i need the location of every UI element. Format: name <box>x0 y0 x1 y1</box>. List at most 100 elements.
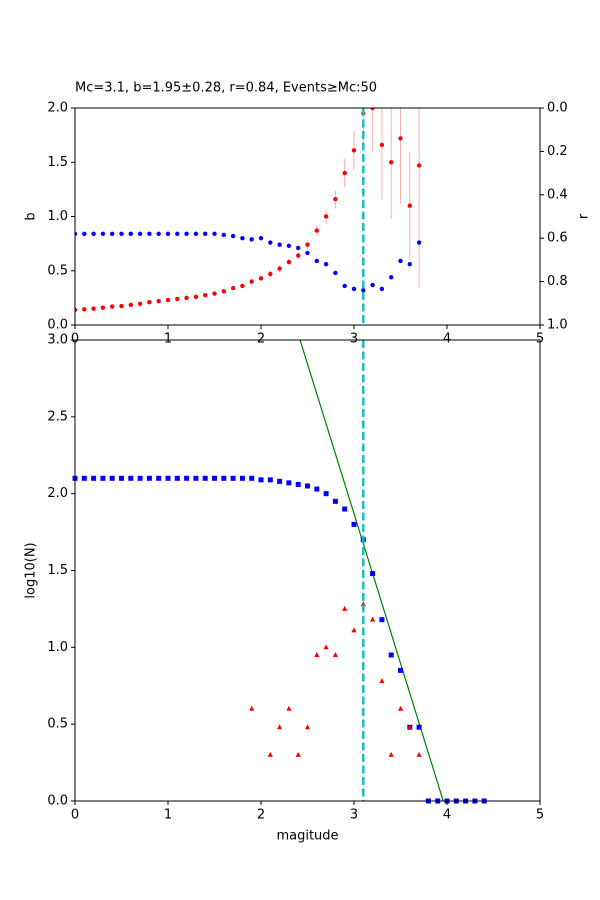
point <box>389 275 394 280</box>
point <box>110 304 115 309</box>
point <box>221 232 226 238</box>
point <box>379 142 385 148</box>
y-tick-label: 2.0 <box>47 486 68 501</box>
triangle-point <box>416 751 422 757</box>
axes-frame <box>74 107 541 326</box>
square-point <box>398 667 403 673</box>
square-point <box>267 477 273 483</box>
y-tick-label: 0.0 <box>47 318 68 333</box>
point <box>119 231 124 237</box>
point <box>165 297 171 303</box>
square-point <box>295 481 301 487</box>
y-axis-label: b <box>24 212 39 220</box>
x-tick-label: 3 <box>350 332 358 347</box>
point <box>333 196 338 202</box>
point <box>193 231 199 237</box>
point <box>137 231 143 237</box>
square-point <box>370 571 376 577</box>
triangle-point <box>351 627 357 633</box>
y-tick-label: 0.0 <box>47 794 68 809</box>
square-point <box>212 475 217 481</box>
point <box>82 307 87 312</box>
triangle-point <box>286 705 292 711</box>
point <box>398 136 403 141</box>
y-tick-label: 1.5 <box>47 563 68 578</box>
point <box>407 203 412 208</box>
point <box>91 306 96 311</box>
triangle-point <box>370 616 376 622</box>
point <box>128 231 133 237</box>
square-point <box>146 475 152 481</box>
square-point <box>174 475 180 481</box>
y2-tick-label: 0.8 <box>547 274 568 289</box>
triangle-point <box>397 705 404 711</box>
point <box>314 258 319 264</box>
triangle-point <box>304 724 311 730</box>
point <box>156 298 161 304</box>
point <box>268 271 273 277</box>
point <box>342 170 347 176</box>
point <box>268 240 273 245</box>
point <box>389 160 394 165</box>
point <box>203 292 208 298</box>
y-tick-label: 1.5 <box>47 155 68 170</box>
point <box>398 258 403 264</box>
point <box>193 294 199 299</box>
square-point <box>119 475 124 481</box>
x-tick-label: 3 <box>350 808 358 823</box>
y2-tick-label: 1.0 <box>547 318 568 333</box>
square-point <box>249 475 255 481</box>
square-point <box>202 475 208 481</box>
y-tick-label: 0.5 <box>47 717 68 732</box>
x-tick-label: 0 <box>71 808 79 823</box>
point <box>305 242 310 247</box>
square-point <box>221 475 227 481</box>
y2-tick-label: 0.4 <box>547 187 568 202</box>
point <box>230 233 236 239</box>
square-point <box>314 486 320 492</box>
x-tick-label: 5 <box>536 808 544 823</box>
point <box>165 231 171 237</box>
x-tick-label: 2 <box>257 332 265 347</box>
triangle-point <box>323 644 329 650</box>
square-point <box>388 652 394 658</box>
y-tick-label: 3.0 <box>47 333 68 348</box>
x-tick-label: 5 <box>536 332 544 347</box>
point <box>296 253 301 258</box>
point <box>221 289 226 294</box>
y-tick-label: 1.0 <box>47 640 68 655</box>
chart-title: Mc=3.1, b=1.95±0.28, r=0.84, Events≥Mc:5… <box>75 81 377 96</box>
point <box>156 231 161 237</box>
point <box>314 228 319 233</box>
square-point <box>351 521 357 527</box>
point <box>277 242 282 247</box>
point <box>240 283 245 289</box>
point <box>147 231 152 237</box>
y2-tick-label: 0.6 <box>547 231 568 246</box>
y2-tick-label: 0.2 <box>547 144 568 159</box>
point <box>175 296 180 302</box>
point <box>212 291 217 296</box>
point <box>323 214 329 219</box>
triangle-point <box>332 652 338 658</box>
point <box>286 259 292 265</box>
square-point <box>416 724 422 730</box>
x-axis-label: magitude <box>276 829 338 844</box>
square-point <box>277 478 283 484</box>
triangle-point <box>360 601 366 607</box>
y2-axis-label: r <box>577 213 592 219</box>
point <box>379 286 385 292</box>
triangle-point <box>379 678 385 684</box>
y-axis-label: log10(N) <box>24 542 39 598</box>
point <box>370 108 375 111</box>
triangle-point <box>342 605 348 611</box>
point <box>230 285 236 291</box>
point <box>258 236 264 241</box>
y-tick-label: 0.5 <box>47 263 68 278</box>
square-point <box>100 475 106 481</box>
point <box>277 266 282 271</box>
point <box>175 231 180 237</box>
point <box>407 262 412 267</box>
fit-line <box>299 340 444 801</box>
axes-frame <box>74 339 541 802</box>
